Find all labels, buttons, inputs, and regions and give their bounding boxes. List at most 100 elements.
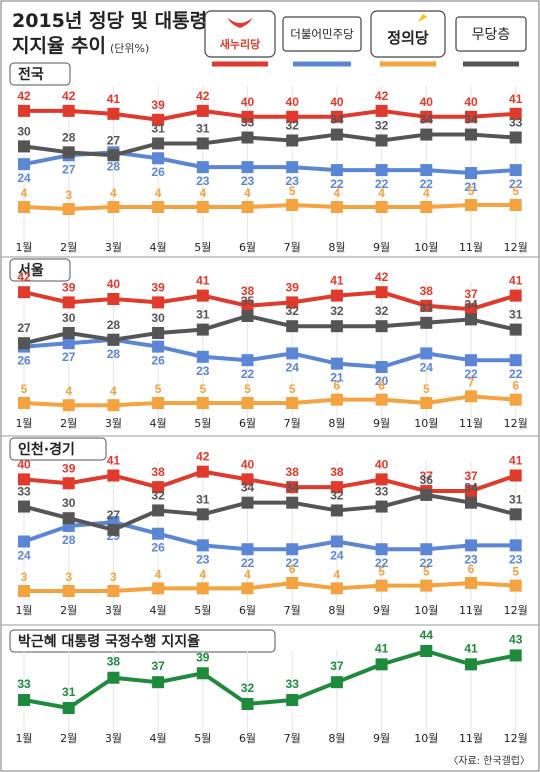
data-point-independent (286, 496, 299, 509)
data-point-independent (18, 140, 30, 153)
data-label-saenuri: 42 (375, 270, 389, 284)
data-label-minju: 27 (62, 162, 76, 176)
data-point-independent (18, 500, 30, 513)
data-label-saenuri: 38 (420, 284, 434, 298)
data-label-saenuri: 42 (375, 89, 389, 103)
x-tick-label: 2월 (60, 604, 77, 617)
data-point-justice (152, 582, 165, 595)
x-tick-label: 5월 (194, 417, 211, 430)
data-label-president: 37 (330, 659, 344, 673)
data-point-independent (375, 500, 388, 513)
series-line-justice (23, 203, 516, 211)
x-tick-label: 8월 (328, 417, 345, 430)
data-label-justice: 3 (65, 570, 72, 584)
data-point-justice (107, 399, 120, 412)
data-label-justice: 6 (378, 379, 385, 393)
data-point-justice (375, 393, 388, 406)
data-label-minju: 28 (107, 159, 121, 173)
data-label-justice: 4 (155, 567, 162, 581)
data-label-minju: 22 (375, 556, 389, 570)
data-point-saenuri (375, 104, 388, 117)
data-label-saenuri: 40 (241, 95, 255, 109)
data-point-saenuri (509, 289, 522, 302)
data-label-saenuri: 42 (62, 89, 76, 103)
data-label-minju: 22 (286, 556, 300, 570)
x-tick-label: 12월 (504, 241, 528, 254)
data-point-independent (152, 327, 165, 339)
data-label-independent: 27 (107, 133, 121, 147)
data-label-justice: 5 (244, 382, 251, 396)
data-label-president: 37 (151, 659, 165, 673)
x-tick-label: 1월 (15, 241, 32, 254)
data-label-justice: 5 (512, 565, 519, 579)
data-point-independent (420, 488, 433, 501)
data-label-independent: 32 (375, 304, 389, 318)
data-point-minju (509, 354, 522, 367)
data-label-independent: 30 (62, 311, 76, 325)
x-tick-label: 6월 (239, 241, 256, 254)
data-point-independent (196, 323, 209, 336)
data-point-saenuri (18, 286, 30, 299)
data-point-minju (18, 158, 30, 171)
data-point-independent (420, 128, 433, 141)
data-point-independent (286, 134, 299, 147)
data-label-minju: 24 (17, 171, 31, 185)
data-label-independent: 32 (286, 304, 300, 318)
data-label-justice: 4 (244, 567, 251, 581)
data-point-saenuri (107, 469, 120, 482)
data-point-minju (465, 354, 477, 367)
independent-badge-icon (455, 16, 527, 52)
x-tick-label: 7월 (284, 241, 301, 254)
data-point-justice (62, 203, 75, 215)
data-point-independent (375, 320, 388, 333)
data-label-president: 39 (196, 650, 210, 664)
data-label-justice: 4 (199, 186, 206, 200)
data-label-minju: 21 (464, 180, 478, 194)
data-label-saenuri: 41 (509, 92, 523, 106)
data-point-minju (241, 354, 254, 367)
data-label-independent: 33 (420, 301, 434, 315)
data-point-justice (509, 393, 522, 406)
data-label-saenuri: 40 (330, 95, 344, 109)
data-point-independent (62, 327, 75, 339)
data-point-president (375, 658, 388, 671)
data-label-independent: 31 (196, 121, 210, 135)
data-label-saenuri: 37 (464, 469, 478, 483)
panel-label-box (9, 437, 107, 461)
data-point-independent (465, 313, 477, 326)
data-label-justice: 6 (289, 562, 296, 576)
data-point-independent (330, 320, 343, 333)
data-label-president: 41 (464, 641, 478, 655)
legend-badge (204, 10, 276, 58)
data-label-justice: 4 (378, 186, 385, 200)
data-label-saenuri: 39 (151, 98, 165, 112)
data-point-justice (330, 393, 343, 406)
data-label-minju: 22 (464, 367, 478, 381)
data-label-independent: 28 (62, 130, 76, 144)
x-tick-label: 3월 (105, 604, 122, 617)
chart-panel-4: 박근혜 대통령 국정수행 지지율 33 31 38 37 39 32 33 37 41 44 41 43… (9, 628, 528, 745)
x-tick-label: 3월 (105, 241, 122, 254)
data-label-justice: 6 (334, 379, 341, 393)
data-point-minju (152, 527, 165, 540)
series-line-saenuri (23, 469, 517, 494)
data-label-minju: 22 (241, 367, 255, 381)
x-tick-label: 9월 (373, 604, 390, 617)
x-tick-label: 7월 (284, 417, 301, 430)
data-point-independent (375, 134, 388, 147)
data-point-minju (420, 543, 433, 556)
data-point-independent (509, 508, 522, 521)
data-point-independent (107, 149, 120, 162)
data-point-justice (196, 582, 209, 595)
data-point-justice (107, 585, 120, 597)
data-label-independent: 34 (241, 481, 255, 495)
series-line-independent (23, 314, 517, 346)
x-tick-label: 10월 (414, 417, 438, 430)
data-point-independent (241, 496, 254, 509)
data-point-saenuri (18, 104, 30, 117)
data-label-saenuri: 38 (330, 465, 344, 479)
data-point-independent (196, 508, 209, 521)
data-point-president (196, 667, 209, 680)
data-label-minju: 24 (17, 548, 31, 562)
data-point-justice (286, 397, 299, 409)
